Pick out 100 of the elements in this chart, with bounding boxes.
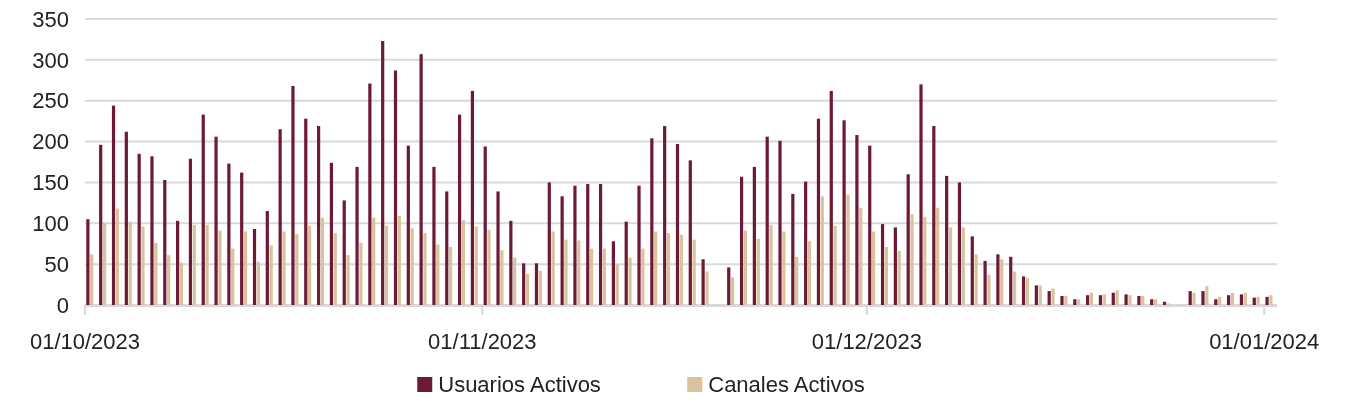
bar xyxy=(256,261,260,305)
bar xyxy=(1230,292,1235,305)
bar xyxy=(316,126,321,305)
bar xyxy=(871,231,876,305)
bar xyxy=(1265,296,1269,305)
bar xyxy=(936,207,940,305)
bar xyxy=(564,239,568,305)
bar xyxy=(265,211,269,305)
legend-label: Canales Activos xyxy=(708,372,865,397)
bar xyxy=(970,236,974,305)
bar xyxy=(624,221,628,305)
bar xyxy=(124,131,128,305)
bar xyxy=(1038,285,1042,305)
y-tick-label: 100 xyxy=(32,210,69,236)
bar xyxy=(833,225,837,305)
x-tick-label: 01/12/2023 xyxy=(811,329,922,354)
bar xyxy=(461,220,466,305)
bar xyxy=(1077,299,1081,305)
bar xyxy=(500,250,504,305)
bar xyxy=(1243,292,1247,305)
bar xyxy=(974,254,978,305)
bar xyxy=(961,227,965,305)
bar xyxy=(983,260,987,305)
bar xyxy=(154,242,158,305)
bar xyxy=(1214,299,1218,305)
bar xyxy=(320,217,325,305)
bar xyxy=(1047,291,1051,305)
bar xyxy=(859,207,863,305)
y-tick-label: 350 xyxy=(32,6,69,32)
bar xyxy=(628,257,632,305)
bar xyxy=(99,144,103,305)
bar xyxy=(329,162,334,305)
bar xyxy=(368,83,372,305)
bar xyxy=(295,233,299,305)
bar xyxy=(1141,296,1145,305)
bar xyxy=(410,228,414,305)
bar xyxy=(910,214,914,305)
bar xyxy=(525,273,530,305)
bar xyxy=(650,138,654,305)
bar xyxy=(372,217,376,305)
bar xyxy=(436,244,440,305)
legend-label: Usuarios Activos xyxy=(438,372,601,397)
bar xyxy=(804,181,808,305)
bar xyxy=(252,229,257,305)
bar xyxy=(1111,292,1115,305)
bar xyxy=(384,225,389,305)
bar xyxy=(509,220,513,305)
bar xyxy=(727,267,731,305)
bar xyxy=(167,255,171,305)
bar xyxy=(278,129,282,305)
bar xyxy=(560,196,564,305)
bar xyxy=(308,225,312,305)
bar xyxy=(333,233,337,305)
bar xyxy=(445,191,449,305)
bar xyxy=(573,185,577,305)
bar xyxy=(795,256,799,305)
bar xyxy=(1188,291,1192,305)
bar xyxy=(1218,296,1222,305)
bar xyxy=(1102,294,1106,305)
bar xyxy=(692,239,696,305)
bar xyxy=(945,175,949,305)
bar xyxy=(957,182,962,305)
bar xyxy=(1034,285,1038,305)
bar xyxy=(743,230,748,305)
bar xyxy=(423,233,427,305)
bar xyxy=(1162,301,1167,305)
bar xyxy=(756,238,760,305)
bar xyxy=(141,226,145,305)
x-tick-label: 01/11/2023 xyxy=(428,329,537,354)
bar xyxy=(842,120,846,305)
bar xyxy=(586,184,590,305)
bar xyxy=(1201,291,1205,305)
bar xyxy=(449,246,453,305)
bar xyxy=(666,233,671,305)
bar xyxy=(205,224,209,305)
bar xyxy=(179,262,184,305)
bar xyxy=(1205,286,1209,305)
bar xyxy=(829,90,833,305)
bar xyxy=(932,126,936,305)
bar xyxy=(996,254,1000,305)
y-tick-label: 250 xyxy=(32,88,69,114)
bar xyxy=(381,41,385,305)
bar xyxy=(470,90,474,305)
bar xyxy=(1239,294,1244,305)
bar xyxy=(919,84,923,305)
bar xyxy=(522,263,526,305)
bar xyxy=(590,248,594,305)
bar xyxy=(355,166,359,305)
bar xyxy=(538,270,542,305)
bar xyxy=(1089,292,1094,305)
bar xyxy=(227,163,231,305)
bar xyxy=(880,224,885,305)
bar xyxy=(551,231,555,305)
bar xyxy=(1269,295,1273,305)
bar xyxy=(150,156,154,305)
bar xyxy=(1137,296,1141,305)
bar xyxy=(778,140,782,305)
bar xyxy=(397,215,401,305)
bar xyxy=(192,224,196,305)
bar xyxy=(868,145,872,305)
